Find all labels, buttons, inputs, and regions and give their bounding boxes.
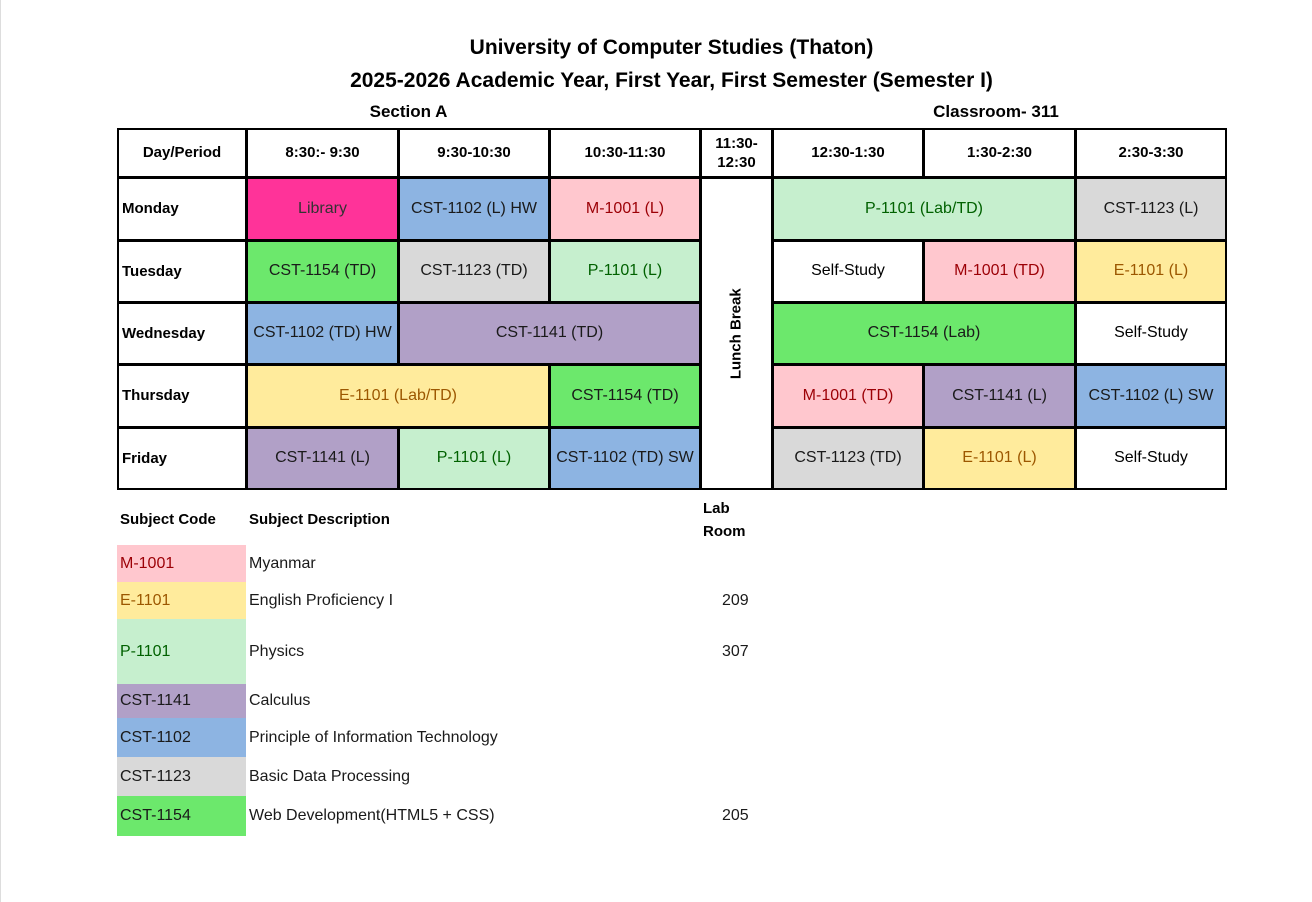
- subject-code: CST-1141: [117, 684, 246, 718]
- legend-header: Lab Room: [703, 500, 746, 540]
- class-cell: CST-1123 (L): [1075, 177, 1227, 241]
- day-label: Monday: [117, 177, 247, 241]
- day-label: Wednesday: [117, 302, 247, 365]
- subject-code: M-1001: [117, 545, 246, 582]
- legend-header: Subject Code: [120, 511, 216, 529]
- legend-header: Subject Description: [249, 511, 390, 529]
- subject-description: Web Development(HTML5 + CSS): [249, 807, 495, 824]
- day-label: Thursday: [117, 364, 247, 428]
- class-cell: Self-Study: [1075, 427, 1227, 490]
- class-cell: CST-1102 (L) SW: [1075, 364, 1227, 428]
- class-cell: E-1101 (Lab/TD): [246, 364, 550, 428]
- class-cell: CST-1154 (Lab): [772, 302, 1076, 365]
- title: University of Computer Studies (Thaton): [469, 36, 874, 59]
- lab-room: 307: [722, 642, 749, 660]
- subject-description: Calculus: [249, 692, 311, 709]
- class-cell: CST-1141 (TD): [398, 302, 701, 365]
- subject-code: CST-1102: [117, 718, 246, 757]
- column-header: 2:30-3:30: [1075, 128, 1227, 178]
- subtitle: 2025-2026 Academic Year, First Year, Fir…: [350, 69, 993, 92]
- class-cell: E-1101 (L): [923, 427, 1076, 490]
- class-cell: E-1101 (L): [1075, 240, 1227, 303]
- subject-description: Principle of Information Technology: [249, 728, 498, 746]
- column-header: 10:30-11:30: [549, 128, 701, 178]
- class-cell: P-1101 (L): [398, 427, 550, 490]
- lab-room: 205: [722, 807, 749, 824]
- subject-description: Myanmar: [249, 554, 316, 572]
- subject-description: Basic Data Processing: [249, 767, 410, 785]
- class-cell: Self-Study: [1075, 302, 1227, 365]
- class-cell: CST-1154 (TD): [549, 364, 701, 428]
- column-header: 8:30:- 9:30: [246, 128, 399, 178]
- day-label: Friday: [117, 427, 247, 490]
- class-cell: M-1001 (TD): [923, 240, 1076, 303]
- class-cell: Self-Study: [772, 240, 924, 303]
- subject-code: CST-1123: [117, 757, 246, 796]
- lab-room: 209: [722, 591, 749, 609]
- column-header: 12:30-1:30: [772, 128, 924, 178]
- lunch-break: Lunch Break: [700, 177, 773, 490]
- subject-description: English Proficiency I: [249, 591, 394, 609]
- day-label: Tuesday: [117, 240, 247, 303]
- lunch-label: Lunch Break: [727, 288, 745, 379]
- class-cell: CST-1154 (TD): [246, 240, 399, 303]
- class-cell: CST-1141 (L): [923, 364, 1076, 428]
- subject-description: Physics: [249, 642, 305, 660]
- subject-code: CST-1154: [117, 796, 246, 836]
- subject-code: P-1101: [117, 619, 246, 684]
- class-cell: P-1101 (Lab/TD): [772, 177, 1076, 241]
- class-cell: P-1101 (L): [549, 240, 701, 303]
- class-cell: M-1001 (TD): [772, 364, 924, 428]
- column-header: Day/Period: [117, 128, 247, 178]
- class-cell: CST-1102 (TD) SW: [549, 427, 701, 490]
- class-cell: M-1001 (L): [549, 177, 701, 241]
- column-header: 11:30- 12:30: [700, 128, 773, 178]
- class-cell: CST-1123 (TD): [398, 240, 550, 303]
- subject-code: E-1101: [117, 582, 246, 619]
- column-header: 9:30-10:30: [398, 128, 550, 178]
- column-header: 1:30-2:30: [923, 128, 1076, 178]
- classroom: Classroom- 311: [933, 102, 1059, 121]
- class-cell: CST-1102 (L) HW: [398, 177, 550, 241]
- section: Section A: [369, 102, 448, 121]
- class-cell: CST-1123 (TD): [772, 427, 924, 490]
- class-cell: CST-1102 (TD) HW: [246, 302, 399, 365]
- class-cell: Library: [246, 177, 399, 241]
- class-cell: CST-1141 (L): [246, 427, 399, 490]
